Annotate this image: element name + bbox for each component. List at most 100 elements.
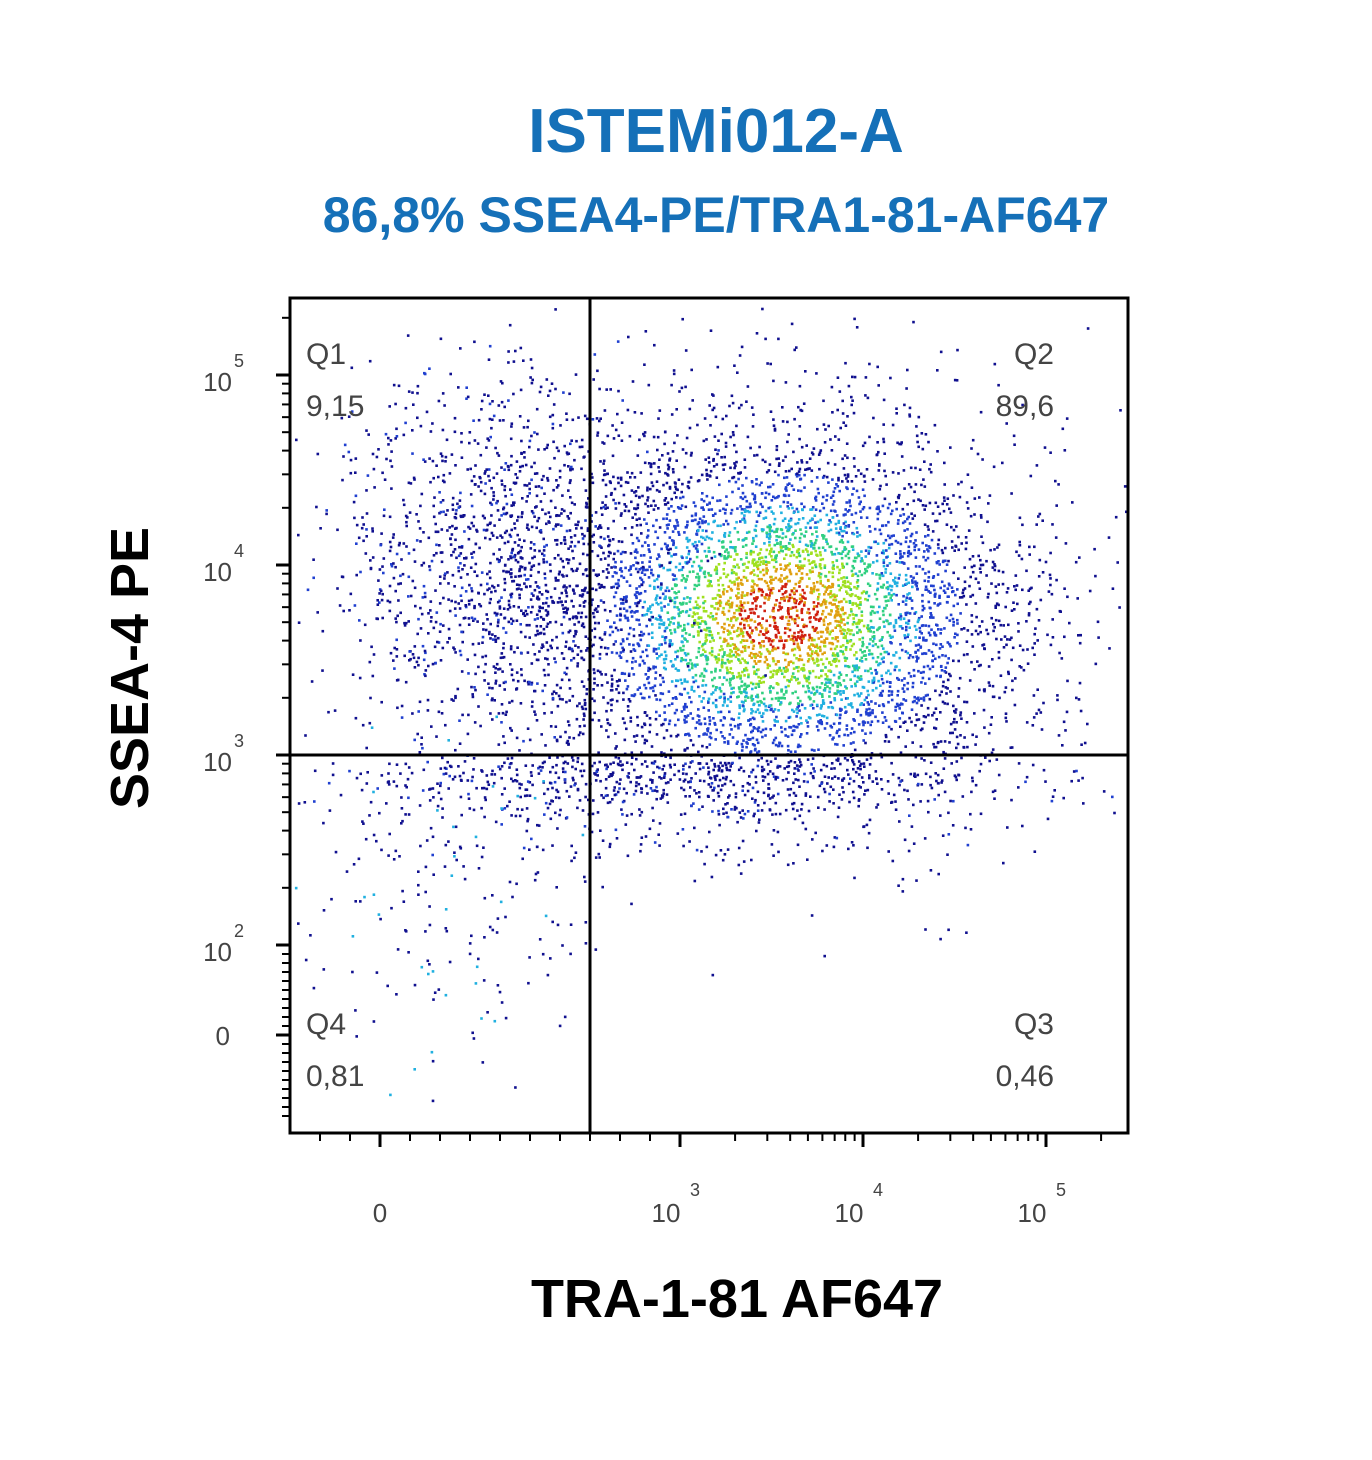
- event-dot: [780, 597, 783, 601]
- event-dot: [808, 569, 812, 572]
- event-dot: [782, 666, 786, 670]
- event-dot: [1047, 590, 1051, 593]
- event-dot: [811, 686, 815, 690]
- event-dot: [750, 858, 753, 862]
- event-dot: [886, 619, 889, 623]
- event-dot: [576, 653, 580, 656]
- event-dot: [983, 726, 986, 729]
- event-dot: [582, 625, 586, 629]
- event-dot: [630, 762, 633, 766]
- event-dot: [820, 704, 823, 708]
- event-dot: [666, 611, 670, 614]
- event-dot: [703, 862, 706, 866]
- event-dot: [600, 638, 604, 641]
- event-dot: [683, 687, 686, 691]
- event-dot: [1005, 591, 1009, 594]
- event-dot: [790, 322, 794, 326]
- event-dot: [810, 542, 814, 545]
- event-dot: [961, 795, 965, 798]
- event-dot: [825, 494, 829, 497]
- event-dot: [786, 440, 789, 444]
- event-dot: [634, 512, 637, 516]
- event-dot: [1025, 620, 1028, 623]
- event-dot: [766, 772, 770, 776]
- event-dot: [793, 599, 796, 603]
- event-dot: [908, 415, 912, 418]
- event-dot: [488, 686, 491, 690]
- event-dot: [653, 579, 656, 583]
- event-dot: [743, 562, 746, 566]
- event-dot: [678, 390, 681, 393]
- event-dot: [906, 517, 909, 521]
- event-dot: [711, 615, 715, 618]
- event-dot: [808, 519, 812, 523]
- event-dot: [961, 591, 965, 595]
- event-dot: [810, 469, 814, 472]
- event-dot: [667, 603, 670, 606]
- event-dot: [749, 651, 753, 655]
- event-dot: [643, 662, 646, 665]
- event-dot: [727, 660, 730, 663]
- event-dot: [872, 416, 875, 420]
- event-dot: [940, 779, 944, 782]
- event-dot: [791, 729, 795, 733]
- event-dot: [520, 545, 523, 549]
- event-dot: [809, 508, 812, 511]
- event-dot: [630, 526, 634, 529]
- event-dot: [693, 663, 697, 667]
- event-dot: [675, 596, 679, 599]
- event-dot: [923, 460, 926, 463]
- event-dot: [693, 879, 697, 883]
- event-dot: [844, 547, 848, 551]
- event-dot: [1016, 602, 1019, 606]
- event-dot: [664, 755, 667, 758]
- event-dot: [800, 733, 803, 736]
- event-dot: [708, 743, 712, 746]
- event-dot: [707, 573, 711, 577]
- event-dot: [906, 528, 909, 531]
- event-dot: [1005, 422, 1008, 425]
- event-dot: [523, 451, 526, 454]
- event-dot: [713, 765, 717, 768]
- event-dot: [862, 703, 865, 706]
- event-dot: [879, 585, 883, 589]
- event-dot: [737, 576, 740, 580]
- event-dot: [676, 606, 679, 609]
- event-dot: [802, 668, 806, 672]
- event-dot: [1064, 729, 1067, 732]
- event-dot: [682, 597, 686, 600]
- event-dot: [757, 821, 761, 824]
- event-dot: [508, 766, 511, 769]
- event-dot: [759, 730, 763, 734]
- event-dot: [577, 620, 581, 624]
- event-dot: [543, 792, 546, 796]
- event-dot: [725, 639, 728, 642]
- event-dot: [740, 403, 743, 407]
- event-dot: [578, 725, 582, 728]
- event-dot: [776, 542, 779, 545]
- event-dot: [765, 569, 768, 573]
- event-dot: [867, 680, 871, 683]
- event-dot: [894, 576, 897, 580]
- event-dot: [714, 415, 718, 419]
- event-dot: [740, 680, 744, 683]
- event-dot: [937, 560, 940, 563]
- event-dot: [535, 658, 539, 662]
- event-dot: [928, 546, 932, 550]
- event-dot: [748, 502, 752, 506]
- event-dot: [841, 399, 844, 403]
- event-dot: [795, 475, 799, 478]
- event-dot: [1011, 688, 1014, 692]
- event-dot: [801, 618, 804, 621]
- event-dot: [852, 844, 855, 847]
- event-dot: [665, 729, 669, 732]
- event-dot: [978, 496, 981, 499]
- event-dot: [1066, 595, 1069, 599]
- event-dot: [1054, 536, 1058, 539]
- event-dot: [743, 519, 747, 523]
- event-dot: [837, 521, 840, 524]
- event-dot: [688, 407, 692, 411]
- event-dot: [600, 513, 604, 516]
- event-dot: [863, 698, 867, 702]
- event-dot: [952, 624, 955, 627]
